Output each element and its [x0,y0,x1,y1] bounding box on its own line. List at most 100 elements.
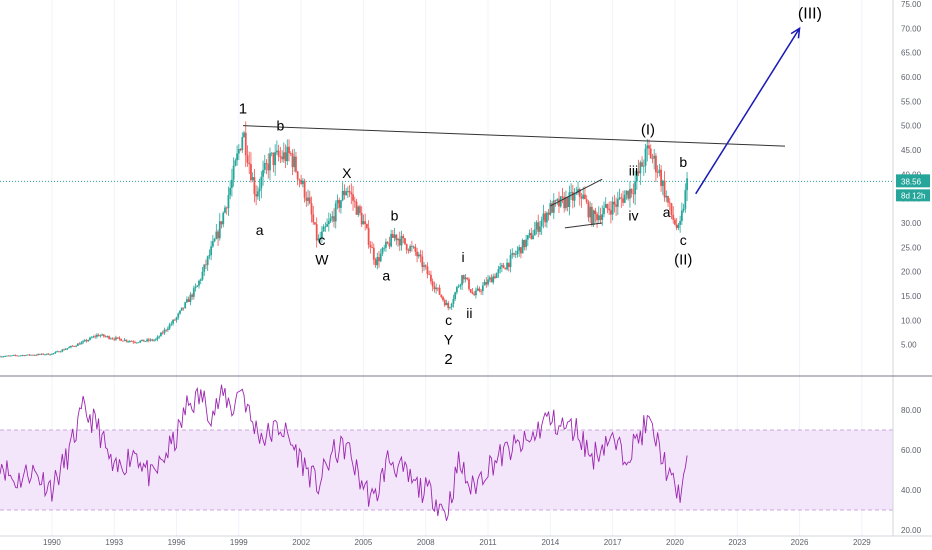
candle-body-255 [440,294,443,298]
countdown-tag-bg [896,189,930,202]
time-tick-2002: 2002 [292,538,310,547]
candle-body-169 [291,153,294,168]
candle-body-338 [584,194,586,200]
candle-body-119 [205,264,207,266]
candle-body-124 [213,238,216,242]
candle-body-21 [35,354,38,356]
candle-body-249 [430,274,432,282]
candle-body-160 [275,150,278,153]
candle-body-234 [404,238,406,245]
candle-body-86 [147,339,150,341]
candle-body-397 [686,178,688,191]
candle-body-24 [40,353,43,355]
wave-label-20: (III) [798,6,822,23]
candle-body-0 [0,356,1,358]
wave-label-18: c [680,232,687,248]
candle-body-329 [568,192,571,208]
candle-body-112 [192,288,195,297]
candle-body-348 [601,213,604,220]
candle-body-26 [44,354,46,356]
candle-body-201 [346,191,349,192]
candle-body-341 [589,206,592,218]
candle-body-151 [260,176,263,189]
candle-body-23 [38,354,41,355]
candle-body-382 [660,169,662,187]
candle-body-107 [184,302,187,308]
candle-body-308 [532,235,534,239]
candle-body-97 [166,328,169,330]
candle-body-52 [89,337,91,340]
rsi-tick-20.00: 20.00 [901,526,922,535]
time-tick-2014: 2014 [541,538,559,547]
candle-body-318 [549,203,552,215]
wave-label-8: i [462,249,465,265]
candle-body-314 [542,213,545,221]
candle-body-276 [476,288,479,291]
candle-body-336 [580,196,583,199]
candle-body-45 [76,343,79,346]
candle-body-281 [485,282,488,285]
candle-body-309 [533,229,536,236]
candle-body-33 [56,351,59,353]
time-tick-2011: 2011 [479,538,497,547]
candle-body-109 [187,299,190,303]
rsi-series [0,384,688,521]
candle-body-349 [603,207,605,214]
candle-body-37 [63,349,65,351]
last-price-tag: 38.56 [901,177,922,186]
candle-body-91 [156,336,159,340]
candle-body-20 [33,354,36,356]
candle-body-192 [331,216,334,219]
candle-body-35 [59,351,62,353]
candle-body-141 [243,132,245,138]
candle-body-103 [177,313,180,318]
price-tick-60.00: 60.00 [901,73,922,82]
candle-body-363 [627,190,630,199]
candle-body-40 [68,347,71,349]
candle-body-361 [623,194,626,203]
candle-body-357 [616,199,619,207]
rsi-tick-60.00: 60.00 [901,446,922,455]
candle-body-101 [173,319,176,321]
candle-body-2 [2,356,5,358]
candle-body-322 [556,199,559,201]
candle-body-219 [378,257,380,262]
candle-body-183 [315,224,318,241]
candle-body-253 [436,287,439,289]
time-tick-2005: 2005 [355,538,373,547]
candle-body-391 [675,224,678,228]
candle-body-39 [66,348,69,349]
candle-body-240 [414,246,417,252]
candle-body-395 [682,208,685,211]
candle-body-356 [615,204,618,207]
candle-body-137 [236,153,238,161]
candle-body-319 [551,203,553,213]
price-tick-50.00: 50.00 [901,122,922,131]
candle-body-316 [545,212,548,223]
candle-body-278 [480,290,483,292]
candle-body-73 [125,339,128,342]
candle-body-254 [438,287,441,295]
candle-body-388 [670,203,673,215]
candle-body-197 [340,200,342,208]
time-tick-1996: 1996 [168,538,186,547]
candle-body-206 [355,201,358,215]
candle-body-133 [229,187,232,196]
candle-body-244 [421,256,424,267]
candle-body-80 [137,342,140,344]
candle-body-165 [284,152,287,162]
candle-body-152 [262,170,264,177]
candle-body-13 [21,355,24,357]
rsi-band [0,429,893,511]
candle-body-242 [417,254,420,257]
candle-body-370 [639,162,642,174]
candle-body-36 [61,349,64,352]
candle-body-122 [210,246,213,256]
candle-body-229 [395,234,398,241]
candle-body-231 [398,238,401,246]
candle-body-252 [435,287,438,290]
candle-body-180 [310,203,313,215]
candle-body-210 [362,221,365,225]
candle-body-260 [449,307,451,308]
wave-label-10: c [445,312,452,328]
